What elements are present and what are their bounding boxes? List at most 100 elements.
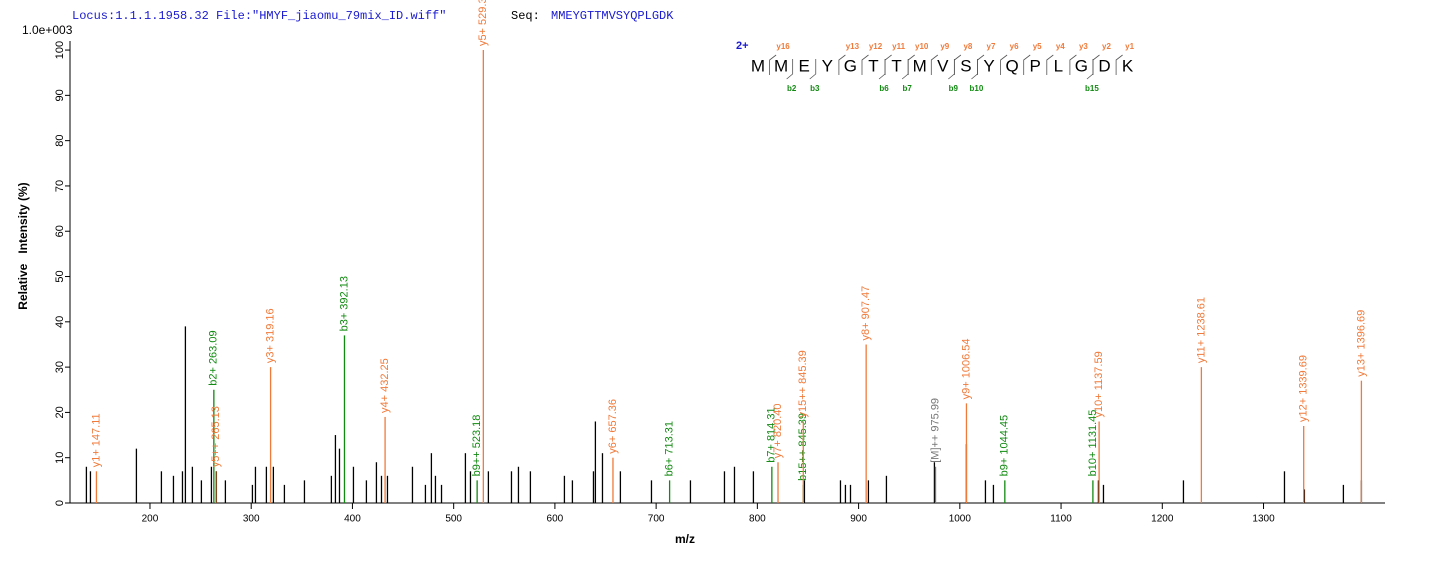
x-tick-label: 1300	[1252, 514, 1275, 525]
charge: 2+	[736, 40, 749, 52]
y-bracket	[1023, 54, 1031, 75]
y-ion: y11	[892, 42, 905, 51]
y-ion: y16	[776, 42, 790, 51]
locus: Locus:1.1.1.1958.32 File:"HMYF_jiaomu_79…	[72, 9, 446, 23]
b-ion: b7	[902, 84, 912, 93]
residue: E	[799, 56, 810, 75]
y-ion: y13	[846, 42, 860, 51]
y-tick-label: 50	[54, 270, 66, 282]
b-bracket	[948, 59, 955, 80]
y-tick-label: 0	[54, 500, 66, 506]
y-bracket	[838, 54, 846, 75]
b-bracket	[878, 59, 886, 80]
residue: M	[751, 56, 765, 75]
seq-label: Seq:	[511, 9, 540, 23]
y-ion: y10	[915, 42, 929, 51]
x-axis-title: m/z	[675, 532, 695, 546]
x-tick-label: 600	[547, 514, 564, 525]
peak-label: y3+ 319.16	[265, 308, 277, 363]
b-ion: b2	[787, 84, 797, 93]
residue: G	[1075, 56, 1088, 75]
b-ion: b10	[970, 84, 984, 93]
y-ion: y5	[1033, 42, 1042, 51]
y-ion: y3	[1079, 42, 1088, 51]
peak-label: y12+ 1339.69	[1298, 355, 1310, 422]
residue: S	[960, 56, 971, 75]
y-bracket	[1115, 54, 1123, 75]
residue: D	[1098, 56, 1110, 75]
b-ion: b6	[879, 84, 889, 93]
b-bracket	[971, 59, 978, 80]
x-tick-label: 800	[749, 514, 766, 525]
y-bracket	[861, 54, 869, 75]
x-tick-label: 400	[344, 514, 361, 525]
residue: V	[937, 56, 949, 75]
y-ion: y7	[987, 42, 996, 51]
b-bracket	[901, 59, 909, 80]
b-bracket	[1086, 59, 1094, 80]
x-tick-label: 500	[445, 514, 462, 525]
peak-label: b7+ 814.31	[766, 407, 778, 462]
y-tick-label: 30	[54, 361, 66, 373]
y-ion: y1	[1125, 42, 1134, 51]
b-bracket	[809, 59, 817, 80]
peak-label: b3+ 392.13	[338, 276, 350, 331]
peak-label: y5++ 265.13	[210, 406, 222, 467]
y-tick-label: 10	[54, 452, 66, 464]
residue: G	[844, 56, 857, 75]
peak-label: y10+ 1137.59	[1093, 351, 1105, 417]
residue: Y	[822, 56, 833, 75]
peak-label: b2+ 263.09	[208, 330, 220, 385]
x-tick-label: 900	[850, 514, 867, 525]
y-ion: y6	[1010, 42, 1019, 51]
peak-label: y6+ 657.36	[607, 399, 619, 454]
peak-label: y9+ 1006.54	[960, 338, 972, 399]
y-bracket	[1046, 54, 1054, 75]
residue: T	[891, 56, 901, 75]
x-tick-label: 1100	[1050, 514, 1072, 525]
y-tick-label: 60	[54, 225, 66, 237]
y-ion: y12	[869, 42, 883, 51]
y-ion: y4	[1056, 42, 1065, 51]
y-bracket	[930, 54, 939, 75]
y-ion: y8	[963, 42, 972, 51]
peak-label: y15++ 845.39	[797, 350, 809, 417]
x-tick-label: 200	[142, 514, 159, 525]
y-bracket	[769, 54, 777, 75]
scale-label: 1.0e+003	[22, 23, 73, 37]
y-bracket	[1069, 54, 1077, 75]
b-ion: b15	[1085, 84, 1099, 93]
peak-label: y4+ 432.25	[379, 358, 391, 413]
peak-label: y8+ 907.47	[860, 286, 872, 341]
y-bracket	[1000, 54, 1008, 75]
x-tick-label: 700	[648, 514, 665, 525]
b-ion: b9	[949, 84, 959, 93]
peak-label: b9+ 1044.45	[999, 415, 1011, 476]
residue: K	[1122, 56, 1134, 75]
y-tick-label: 80	[54, 135, 66, 147]
residue: Q	[1005, 56, 1018, 75]
residue: M	[774, 56, 788, 75]
peak-label: y7+ 820.40	[772, 403, 784, 458]
residue: M	[913, 56, 927, 75]
b-bracket	[786, 59, 794, 80]
y-axis-title: Relative Intensity (%)	[16, 182, 30, 309]
y-tick-label: 90	[54, 89, 66, 101]
peak-label: b6+ 713.31	[664, 421, 676, 476]
y-tick-label: 40	[54, 316, 66, 328]
peak-label: y1+ 147.11	[90, 413, 102, 467]
x-tick-label: 1200	[1151, 514, 1174, 525]
peak-label: y5+ 529.30	[477, 0, 489, 46]
residue: Y	[983, 56, 994, 75]
residue: P	[1030, 56, 1041, 75]
x-tick-label: 300	[243, 514, 260, 525]
peak-label: y11+ 1238.61	[1195, 297, 1207, 363]
residue: T	[868, 56, 878, 75]
x-tick-label: 1000	[949, 514, 972, 525]
peak-label: [M]++ 975.99	[929, 398, 941, 463]
y-ion: y9	[940, 42, 949, 51]
residue: L	[1054, 56, 1063, 75]
y-tick-label: 20	[54, 406, 66, 418]
peak-label: b9++ 523.18	[471, 415, 483, 477]
